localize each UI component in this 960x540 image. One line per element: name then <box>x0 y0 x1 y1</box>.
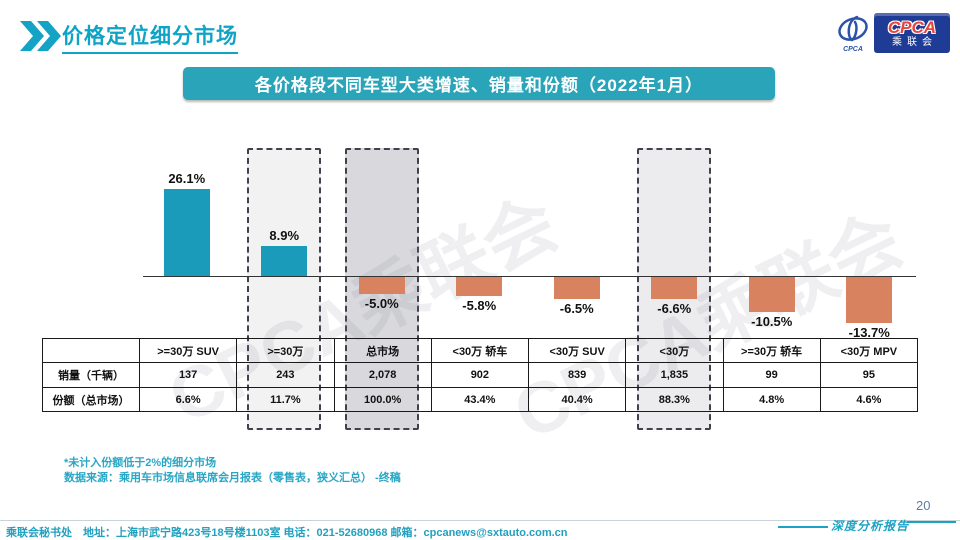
share-cell: 43.4% <box>430 387 530 412</box>
cpca-logo: CPCA CPCA 乘联会 <box>835 13 950 53</box>
bar-value-label: -10.5% <box>751 314 793 329</box>
chart-title-banner: 各价格段不同车型大类增速、销量和份额（2022年1月） <box>183 67 775 100</box>
share-cell: 40.4% <box>527 387 627 412</box>
table-row: >=30万 SUV >=30万 总市场 <30万 轿车 <30万 SUV <30万 >=30… <box>42 338 919 363</box>
chart-bar <box>651 277 698 299</box>
share-cell: 100.0% <box>333 387 432 412</box>
share-cell: 88.3% <box>625 387 724 412</box>
cpca-logo-text: CPCA <box>887 17 937 37</box>
bar-value-label: -6.6% <box>657 301 692 316</box>
sales-cell: 902 <box>430 362 530 388</box>
footnote-data-source: 数据来源：乘用车市场信息联席会月报表（零售表，狭义汇总） -终稿 <box>64 472 401 484</box>
cpca-emblem-icon: CPCA <box>838 15 868 53</box>
footnote-share-threshold: *未计入份额低于2%的细分市场 <box>64 457 217 469</box>
report-label-line-left <box>778 526 828 528</box>
chart-bar <box>846 277 893 323</box>
column-header: >=30万 轿车 <box>722 338 821 363</box>
bar-value-label: -6.5% <box>559 301 594 316</box>
page-number: 20 <box>916 498 931 513</box>
sales-cell: 1,835 <box>625 362 724 388</box>
table-row: 份额（总市场） 6.6% 11.7% 100.0% 43.4% 40.4% 88.3% 4.8… <box>42 387 919 412</box>
column-header: <30万 轿车 <box>430 338 530 363</box>
sales-cell: 137 <box>138 362 238 388</box>
chart-bar <box>456 277 503 296</box>
sales-cell: 839 <box>527 362 627 388</box>
table-corner-cell <box>42 338 140 363</box>
row-label-sales: 销量（千辆） <box>42 362 140 388</box>
emblem-caption: CPCA <box>843 46 863 53</box>
column-header: >=30万 SUV <box>138 338 238 363</box>
footer-contact: 乘联会秘书处 地址：上海市武宁路423号18号楼1103室 电话：021-526… <box>6 527 568 539</box>
row-label-share: 份额（总市场） <box>42 387 140 412</box>
sales-cell: 243 <box>236 362 335 388</box>
sales-cell: 99 <box>722 362 821 388</box>
report-label-line-right <box>907 521 956 523</box>
bar-value-label: 8.9% <box>269 228 300 243</box>
double-chevron-icon <box>20 21 61 51</box>
share-cell: 11.7% <box>236 387 335 412</box>
footer-divider <box>0 520 960 521</box>
share-cell: 4.8% <box>722 387 821 412</box>
column-header: >=30万 <box>236 338 335 363</box>
bar-value-label: 26.1% <box>168 171 206 186</box>
bar-value-label: -5.8% <box>462 298 497 313</box>
chart-bar <box>553 277 600 299</box>
chart-bar <box>358 277 405 294</box>
chart-bar <box>748 277 795 312</box>
page-title: 价格定位细分市场 <box>62 20 238 54</box>
data-table: >=30万 SUV >=30万 总市场 <30万 轿车 <30万 SUV <30万 >=30… <box>42 338 919 412</box>
column-header: <30万 <box>625 338 724 363</box>
sales-cell: 95 <box>819 362 919 388</box>
cpca-logo-subtext: 乘联会 <box>892 36 937 48</box>
share-cell: 4.6% <box>819 387 919 412</box>
column-header: <30万 SUV <box>527 338 627 363</box>
bar-value-label: -5.0% <box>364 296 399 311</box>
chart-bar <box>261 246 308 276</box>
cpca-logo-box: CPCA 乘联会 <box>874 13 950 53</box>
x-axis-line <box>143 276 916 277</box>
column-header: <30万 MPV <box>819 338 919 363</box>
table-row: 销量（千辆） 137 243 2,078 902 839 1,835 99 95 <box>42 362 919 388</box>
growth-bar-chart: 26.1% 8.9% -5.0% -5.8% -6.5% -6.6% -10.5% -13.7… <box>42 145 918 340</box>
bar-value-label: -13.7% <box>848 325 890 340</box>
column-header: 总市场 <box>333 338 432 363</box>
sales-cell: 2,078 <box>333 362 432 388</box>
chart-bar <box>163 189 210 276</box>
footnotes: *未计入份额低于2%的细分市场 数据来源：乘用车市场信息联席会月报表（零售表，狭… <box>64 456 401 486</box>
report-label: 深度分析报告 <box>831 519 910 533</box>
share-cell: 6.6% <box>138 387 238 412</box>
